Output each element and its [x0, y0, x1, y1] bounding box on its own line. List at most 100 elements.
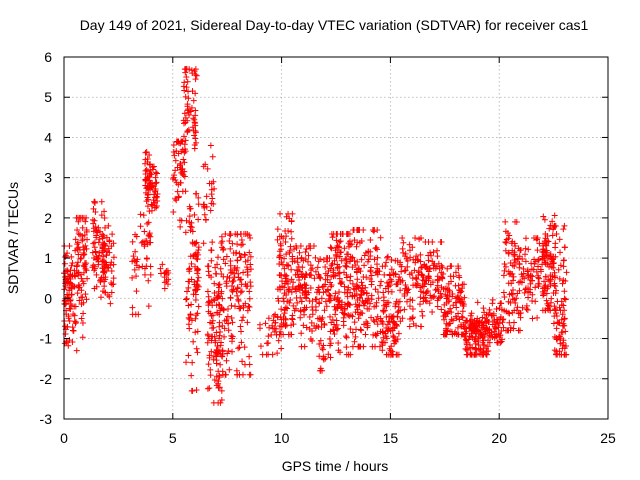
data-point: [207, 142, 214, 149]
data-point: [553, 348, 560, 355]
data-point: [65, 315, 72, 322]
data-point: [406, 303, 413, 310]
data-point: [108, 289, 115, 296]
data-point: [404, 263, 411, 270]
data-point: [237, 323, 244, 330]
data-point: [379, 342, 386, 349]
data-point: [80, 310, 87, 317]
data-point: [425, 257, 432, 264]
data-point: [276, 254, 283, 261]
data-point: [79, 294, 86, 301]
data-point: [349, 264, 356, 271]
data-point: [471, 351, 478, 358]
data-point: [303, 246, 310, 253]
data-point: [316, 300, 323, 307]
data-point: [288, 218, 295, 225]
data-point: [500, 272, 507, 279]
data-point: [192, 315, 199, 322]
data-point: [445, 280, 452, 287]
data-point: [110, 254, 117, 261]
data-point: [129, 274, 136, 281]
data-point: [224, 313, 231, 320]
data-point: [187, 227, 194, 234]
data-point: [563, 269, 570, 276]
data-point: [147, 271, 154, 278]
data-point: [336, 275, 343, 282]
data-point: [367, 268, 374, 275]
data-point: [333, 237, 340, 244]
data-point: [81, 263, 88, 270]
data-point: [529, 298, 536, 305]
data-point: [401, 290, 408, 297]
data-point: [195, 201, 202, 208]
data-point: [285, 263, 292, 270]
data-point: [183, 84, 190, 91]
data-point: [95, 224, 102, 231]
data-point: [204, 385, 211, 392]
data-point: [447, 305, 454, 312]
data-point: [562, 296, 569, 303]
data-point: [405, 286, 412, 293]
data-point: [182, 114, 189, 121]
data-point: [558, 298, 565, 305]
data-point: [508, 290, 515, 297]
data-point: [442, 285, 449, 292]
data-point: [235, 345, 242, 352]
data-point: [72, 273, 79, 280]
data-point: [353, 268, 360, 275]
data-point: [561, 322, 568, 329]
data-point: [388, 278, 395, 285]
data-point: [213, 373, 220, 380]
data-point: [557, 262, 564, 269]
y-tick-label: -2: [40, 371, 53, 387]
data-point: [188, 301, 195, 308]
data-point: [352, 309, 359, 316]
data-point: [150, 163, 157, 170]
data-point: [183, 359, 190, 366]
data-point: [551, 305, 558, 312]
data-point: [195, 194, 202, 201]
data-point: [215, 254, 222, 261]
data-point: [200, 240, 207, 247]
data-point: [553, 312, 560, 319]
data-point: [99, 257, 106, 264]
data-point: [421, 280, 428, 287]
data-point: [67, 280, 74, 287]
data-point: [142, 160, 149, 167]
data-point: [238, 288, 245, 295]
data-point: [511, 296, 518, 303]
y-tick-label: 6: [44, 49, 52, 65]
data-point: [437, 290, 444, 297]
data-point: [193, 312, 200, 319]
data-point: [294, 271, 301, 278]
data-point: [231, 274, 238, 281]
data-point: [455, 331, 462, 338]
data-point: [80, 269, 87, 276]
data-point: [459, 308, 466, 315]
data-point: [241, 344, 248, 351]
data-point: [556, 275, 563, 282]
data-point: [218, 288, 225, 295]
data-point: [561, 222, 568, 229]
data-point: [488, 329, 495, 336]
data-point: [542, 273, 549, 280]
data-point: [289, 253, 296, 260]
data-point: [355, 315, 362, 322]
data-point: [95, 258, 102, 265]
data-point: [247, 253, 254, 260]
data-point: [61, 340, 68, 347]
data-point: [286, 299, 293, 306]
data-point: [66, 284, 73, 291]
data-point: [161, 285, 168, 292]
data-point: [220, 307, 227, 314]
data-point: [396, 274, 403, 281]
data-point: [97, 277, 104, 284]
data-point: [228, 314, 235, 321]
data-point: [538, 268, 545, 275]
data-point: [402, 282, 409, 289]
data-point: [447, 263, 454, 270]
data-point: [247, 371, 254, 378]
data-point: [347, 258, 354, 265]
data-point: [510, 287, 517, 294]
data-point: [182, 229, 189, 236]
